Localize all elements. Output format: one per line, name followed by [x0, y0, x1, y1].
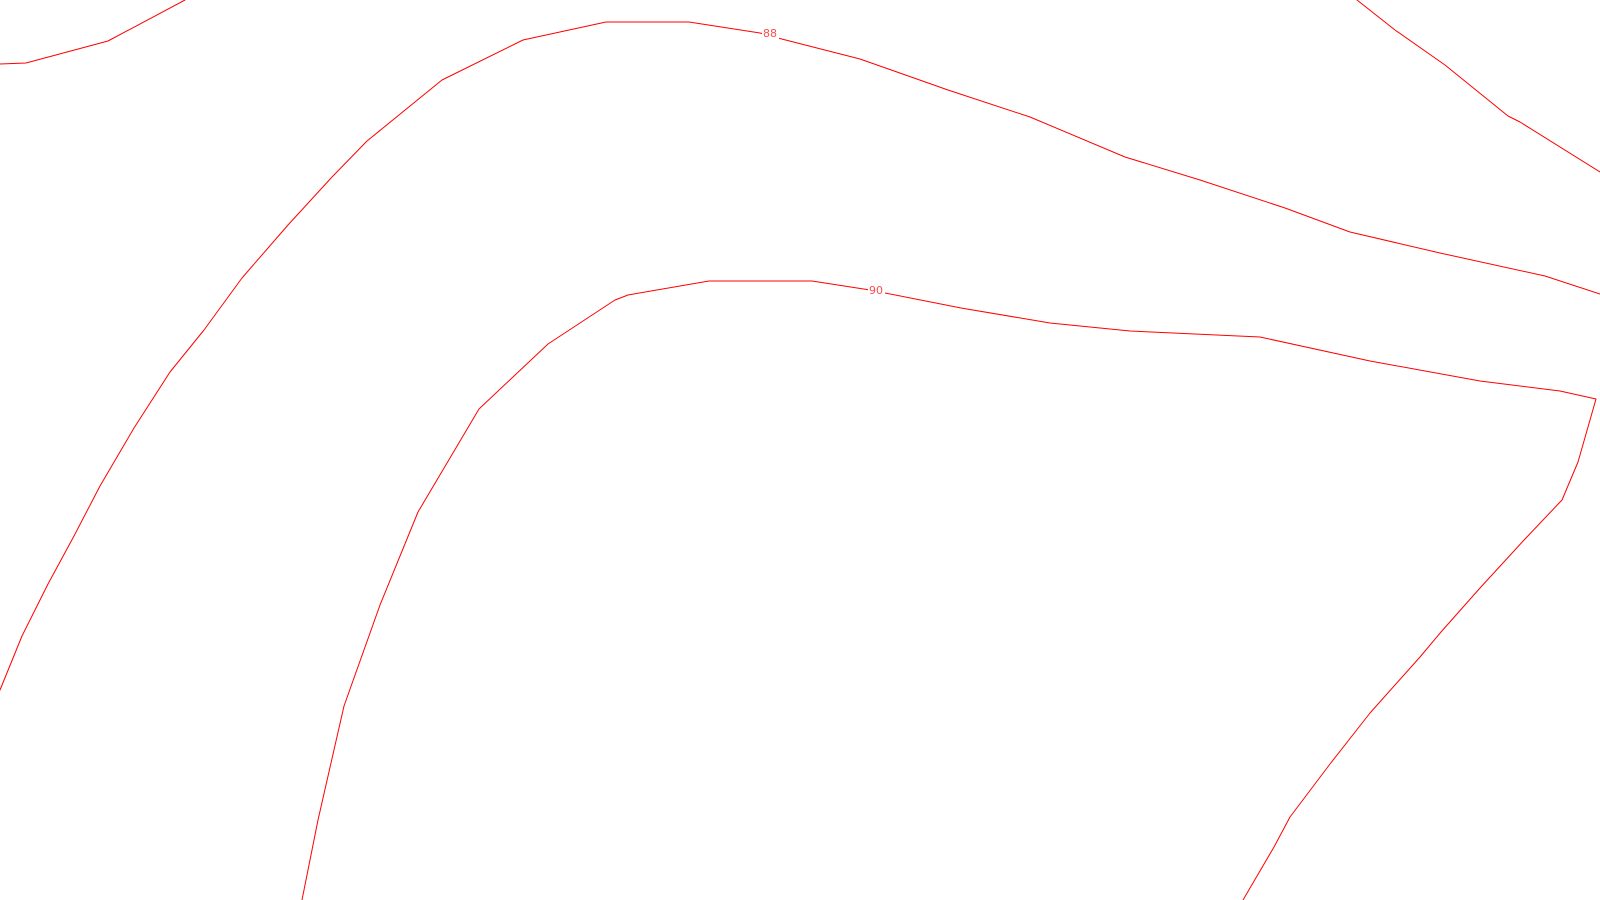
contour-line-90 [301, 280, 1597, 900]
contour-label-90: 90 [868, 284, 885, 298]
contour-line-upper-right [1356, 0, 1600, 173]
contour-label-88: 88 [762, 27, 779, 41]
contour-line-upper-left [0, 0, 186, 65]
contour-label-90-text: 90 [869, 284, 883, 297]
contour-line-88 [0, 21, 1600, 691]
contour-label-88-text: 88 [763, 27, 777, 40]
